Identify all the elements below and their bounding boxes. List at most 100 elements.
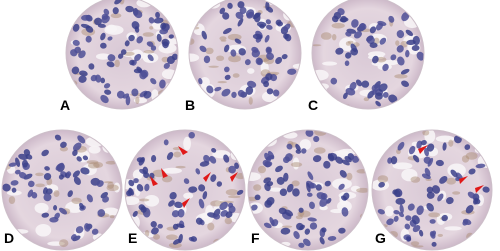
nucleus bbox=[285, 153, 293, 162]
stain bbox=[166, 234, 178, 240]
stain bbox=[446, 177, 457, 185]
nucleus bbox=[408, 145, 416, 155]
nucleus bbox=[263, 80, 270, 88]
stain bbox=[103, 181, 114, 184]
nucleus bbox=[88, 63, 95, 70]
nucleus bbox=[482, 186, 490, 193]
nucleus bbox=[169, 192, 177, 200]
micrograph bbox=[372, 130, 492, 250]
nucleus bbox=[133, 9, 143, 19]
nucleus bbox=[382, 63, 389, 72]
nucleus bbox=[309, 182, 317, 189]
nucleus bbox=[159, 28, 169, 35]
stain bbox=[234, 130, 239, 134]
nucleus bbox=[223, 66, 230, 73]
nucleus bbox=[298, 207, 304, 213]
nucleus bbox=[10, 180, 19, 186]
nucleus bbox=[41, 212, 50, 218]
stain bbox=[225, 189, 239, 196]
nucleus bbox=[405, 49, 410, 58]
stain bbox=[172, 20, 178, 24]
lumen bbox=[312, 6, 321, 17]
stain bbox=[349, 235, 363, 243]
nucleus bbox=[129, 59, 135, 66]
lumen bbox=[189, 4, 198, 16]
nucleus bbox=[379, 37, 387, 45]
nucleus bbox=[341, 195, 347, 201]
nucleus bbox=[473, 197, 479, 205]
micrograph bbox=[312, 0, 424, 109]
lumen bbox=[144, 194, 160, 207]
panel-label: F bbox=[251, 230, 260, 246]
nucleus bbox=[227, 202, 234, 208]
nucleus bbox=[132, 210, 138, 217]
nucleus bbox=[117, 53, 124, 59]
stain bbox=[217, 81, 228, 84]
nucleus bbox=[8, 162, 17, 167]
nucleus bbox=[432, 185, 441, 194]
stain bbox=[394, 74, 408, 79]
stain bbox=[312, 92, 320, 95]
nucleus bbox=[247, 80, 257, 88]
nucleus bbox=[266, 6, 274, 13]
stain bbox=[291, 180, 300, 187]
nucleus bbox=[350, 48, 359, 56]
nucleus bbox=[394, 188, 403, 197]
nucleus bbox=[246, 11, 255, 19]
nucleus bbox=[306, 192, 313, 197]
nucleus bbox=[344, 60, 350, 67]
stain bbox=[405, 0, 417, 3]
stain bbox=[437, 233, 443, 237]
stain bbox=[8, 196, 16, 205]
nucleus bbox=[230, 49, 237, 57]
nucleus bbox=[231, 91, 237, 98]
nucleus bbox=[79, 70, 88, 77]
nucleus bbox=[416, 51, 424, 61]
nucleus bbox=[396, 30, 405, 39]
nucleus bbox=[85, 25, 94, 33]
nucleus bbox=[25, 154, 33, 160]
nucleus bbox=[307, 171, 314, 180]
nucleus bbox=[103, 8, 110, 16]
nucleus bbox=[107, 36, 113, 41]
nucleus bbox=[272, 89, 280, 97]
stain bbox=[290, 162, 303, 168]
arrow bbox=[475, 185, 484, 193]
nucleus bbox=[264, 200, 273, 208]
nucleus bbox=[120, 49, 127, 55]
nucleus bbox=[375, 100, 381, 107]
stain bbox=[168, 242, 182, 248]
nucleus bbox=[237, 1, 245, 9]
stain bbox=[282, 225, 293, 228]
nucleus bbox=[371, 84, 381, 92]
stain bbox=[135, 96, 140, 104]
lumen bbox=[283, 9, 295, 21]
stain bbox=[395, 40, 400, 46]
nucleus bbox=[94, 17, 102, 26]
stain bbox=[448, 139, 454, 147]
nucleus bbox=[171, 210, 180, 218]
nucleus bbox=[369, 26, 377, 34]
arrow bbox=[203, 172, 211, 182]
nucleus bbox=[234, 162, 239, 170]
nucleus bbox=[313, 135, 320, 143]
nucleus bbox=[163, 62, 170, 69]
nucleus bbox=[2, 183, 11, 192]
nucleus bbox=[351, 155, 360, 163]
nucleus bbox=[202, 191, 208, 200]
lumen bbox=[34, 202, 49, 214]
stain bbox=[467, 243, 475, 249]
stain bbox=[363, 97, 370, 102]
nucleus bbox=[262, 159, 269, 167]
nucleus bbox=[143, 90, 152, 99]
lumen bbox=[408, 98, 418, 109]
lumen bbox=[189, 8, 193, 13]
nucleus bbox=[426, 191, 435, 199]
nucleus bbox=[412, 35, 420, 46]
nucleus bbox=[439, 175, 448, 184]
nucleus bbox=[339, 170, 347, 178]
nucleus bbox=[378, 181, 385, 188]
nucleus bbox=[431, 241, 437, 247]
nucleus bbox=[144, 183, 150, 192]
